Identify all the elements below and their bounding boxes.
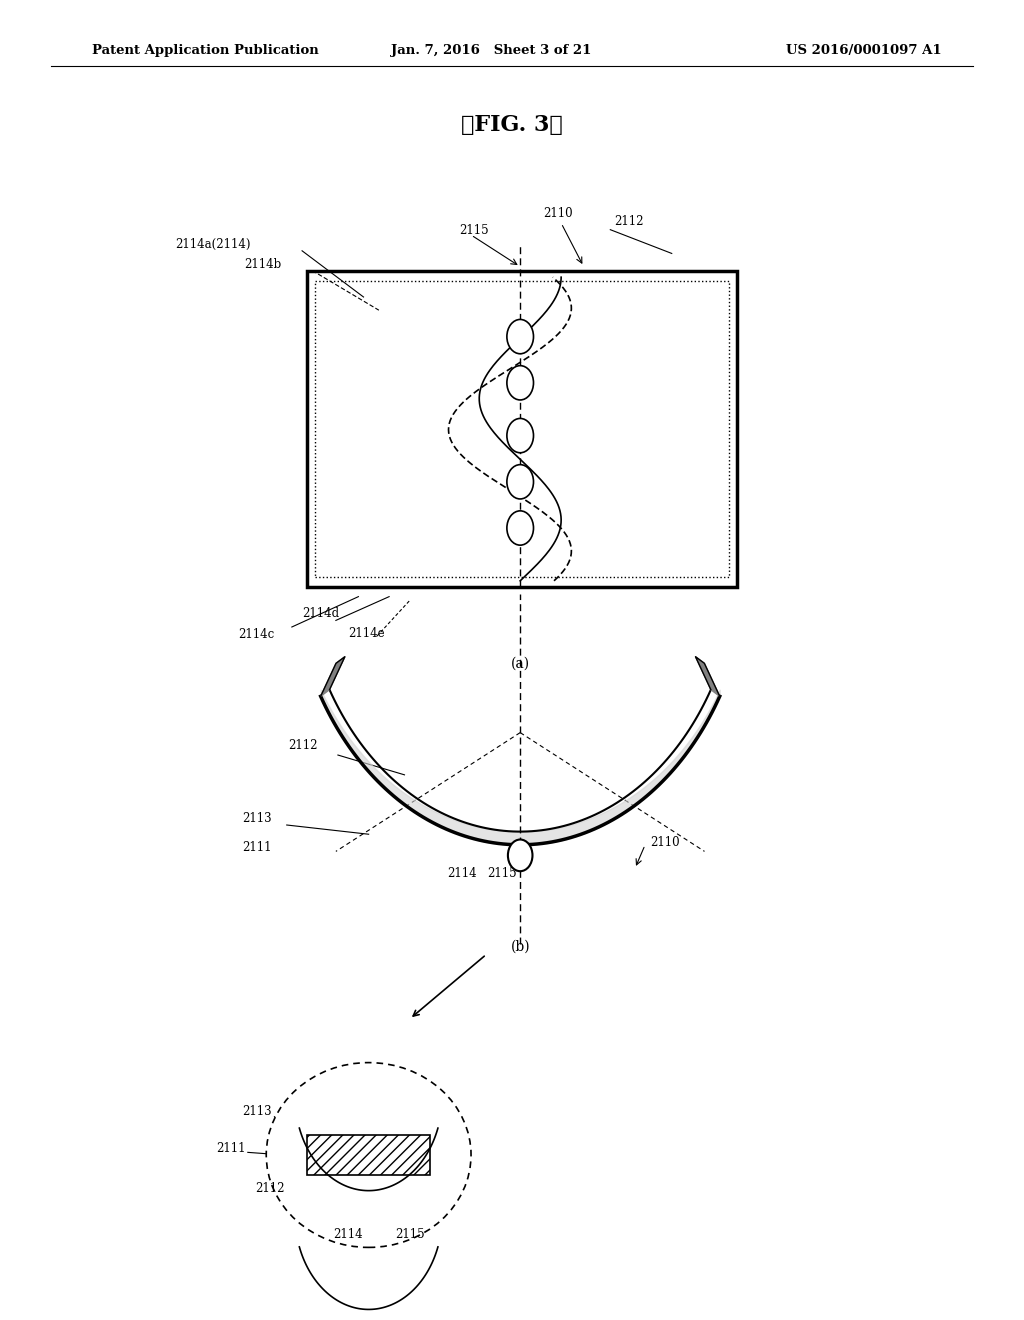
Text: 2114d: 2114d [302,607,339,620]
Text: 2112: 2112 [288,739,317,752]
Polygon shape [321,657,345,697]
Circle shape [507,366,534,400]
Text: 2114b: 2114b [245,257,282,271]
Text: 2112: 2112 [255,1181,285,1195]
Circle shape [507,418,534,453]
Text: 2112: 2112 [614,215,644,228]
Text: Patent Application Publication: Patent Application Publication [92,44,318,57]
Text: 2115: 2115 [395,1228,424,1241]
Text: 2110: 2110 [650,836,680,849]
Text: 2110: 2110 [543,207,572,220]
Polygon shape [695,657,720,697]
Text: 2115: 2115 [487,867,517,880]
Text: 2113: 2113 [242,812,271,825]
Text: 2115: 2115 [460,224,488,238]
Bar [307,271,737,587]
Bar [307,1135,430,1175]
Text: 2114: 2114 [334,1228,362,1241]
Text: 2114c: 2114c [239,628,274,642]
Ellipse shape [266,1063,471,1247]
Text: 2114a(2114): 2114a(2114) [175,238,251,251]
Text: 2114e: 2114e [348,627,385,640]
Circle shape [508,840,532,871]
Bar [315,281,729,577]
Circle shape [507,511,534,545]
Text: US 2016/0001097 A1: US 2016/0001097 A1 [786,44,942,57]
Text: 2114: 2114 [447,867,477,880]
Text: Jan. 7, 2016   Sheet 3 of 21: Jan. 7, 2016 Sheet 3 of 21 [391,44,592,57]
Circle shape [507,465,534,499]
Text: (a): (a) [511,657,529,671]
Text: (b): (b) [510,940,530,953]
Text: 2111: 2111 [242,841,271,854]
Text: 2111: 2111 [216,1142,246,1155]
Circle shape [507,319,534,354]
Text: 【FIG. 3】: 【FIG. 3】 [461,115,563,136]
Text: 2113: 2113 [242,1105,271,1118]
